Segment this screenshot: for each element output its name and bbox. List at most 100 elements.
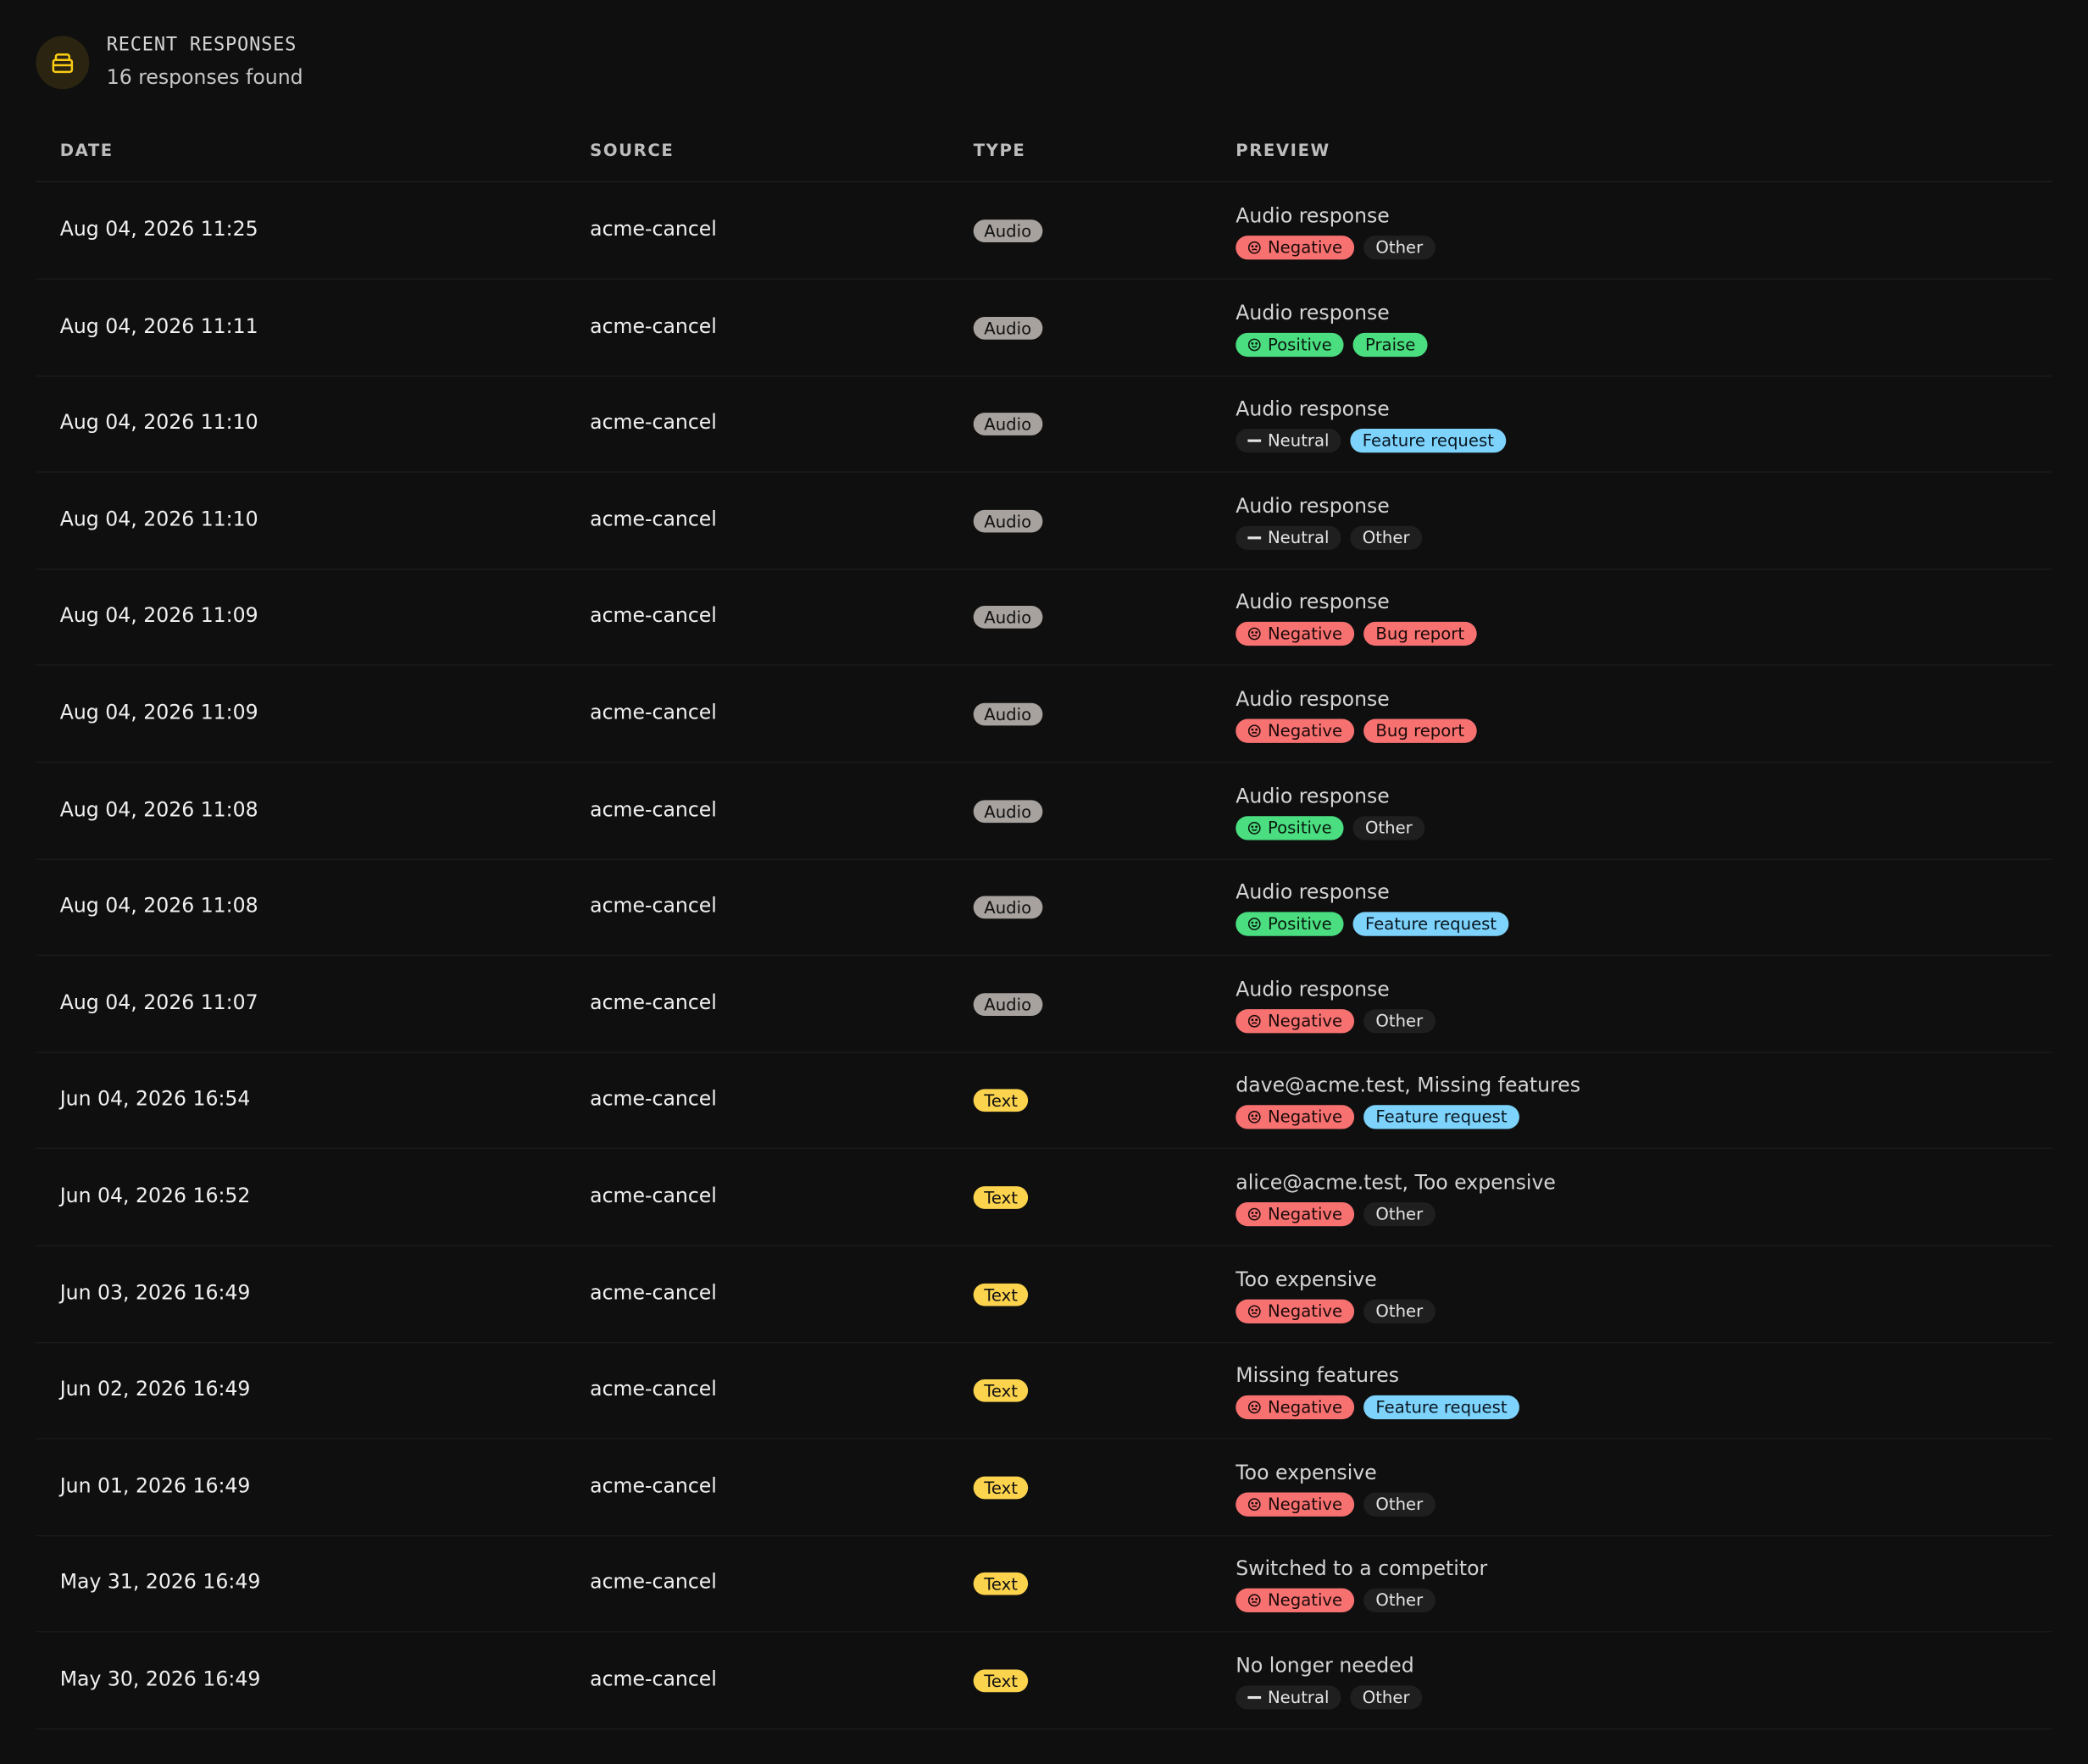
date-cell: Jun 03, 2026 16:49 [59,1280,251,1305]
preview-text: Audio response [1236,686,1390,712]
source-cell: acme-cancel [590,1570,717,1595]
date-cell: Aug 04, 2026 11:11 [59,313,258,338]
tag-list: Positive Other [1236,815,1424,840]
table-row: Aug 04, 2026 11:25 acme-cancel Audio Audio … [36,182,2052,280]
sentiment-badge: Negative [1236,1589,1355,1613]
preview-text: Audio response [1236,879,1390,905]
sentiment-icon [1247,1497,1261,1512]
sentiment-icon [1247,918,1261,931]
tag-list: Neutral Other [1236,525,1422,550]
sentiment-badge: Neutral [1236,1685,1341,1710]
date-cell: Jun 04, 2026 16:52 [59,1183,251,1208]
source-cell: acme-cancel [590,1667,717,1691]
type-badge: Text [973,1186,1029,1209]
sentiment-badge: Negative [1236,1201,1355,1227]
category-badge: Other [1363,1008,1436,1034]
type-badge: Audio [973,896,1042,919]
table-row: Aug 04, 2026 11:07 acme-cancel Audio Audio … [36,956,2052,1053]
source-cell: acme-cancel [590,217,717,241]
table-row: Aug 04, 2026 11:09 acme-cancel Audio Audio … [36,569,2052,667]
category-badge: Other [1363,1201,1436,1227]
category-badge: Feature request [1363,1395,1519,1420]
source-cell: acme-cancel [590,507,717,531]
table-row: May 31, 2026 16:49 acme-cancel Text Switche… [36,1535,2052,1634]
sentiment-badge: Positive [1236,815,1344,840]
source-cell: acme-cancel [590,1473,717,1498]
tag-list: Negative Feature request [1236,1105,1519,1130]
category-badge: Feature request [1350,429,1507,453]
type-badge: Audio [973,219,1042,242]
preview-text: Switched to a competitor [1236,1556,1488,1581]
sentiment-label: Negative [1267,1589,1343,1611]
date-cell: Jun 01, 2026 16:49 [59,1473,251,1498]
sentiment-label: Positive [1267,913,1332,934]
tag-list: Positive Feature request [1236,912,1509,936]
source-cell: acme-cancel [590,1183,717,1208]
sentiment-badge: Negative [1236,1395,1355,1420]
category-badge: Other [1363,1589,1436,1613]
sentiment-badge: Negative [1236,718,1355,743]
table-row: Jun 04, 2026 16:54 acme-cancel Text dave@ac… [36,1052,2052,1150]
date-cell: May 30, 2026 16:49 [59,1667,261,1691]
type-badge: Text [973,1283,1029,1306]
source-cell: acme-cancel [590,700,717,724]
tag-list: Negative Other [1236,1492,1436,1517]
type-badge: Text [973,1090,1029,1112]
category-badge: Bug report [1363,718,1477,743]
preview-text: Missing features [1236,1363,1400,1388]
type-badge: Audio [973,606,1042,630]
sentiment-label: Negative [1267,1493,1343,1514]
tag-list: Negative Bug report [1236,718,1477,743]
sentiment-icon [1247,337,1261,351]
preview-text: Audio response [1236,977,1390,1001]
sentiment-icon [1247,1111,1261,1124]
sentiment-icon [1247,1401,1261,1414]
preview-text: Audio response [1236,590,1390,615]
tag-list: Neutral Other [1236,1685,1422,1710]
table-row: Jun 04, 2026 16:52 acme-cancel Text alice@a… [36,1149,2052,1246]
sentiment-badge: Positive [1236,912,1344,936]
date-cell: May 31, 2026 16:49 [59,1570,261,1595]
table-row: Aug 04, 2026 11:11 acme-cancel Audio Audio … [36,279,2052,377]
type-badge: Audio [973,799,1042,823]
sentiment-badge: Positive [1236,332,1344,357]
type-badge: Text [973,1573,1029,1596]
sentiment-badge: Negative [1236,1492,1355,1517]
category-badge: Other [1352,815,1424,840]
category-badge: Feature request [1352,912,1509,936]
sentiment-label: Positive [1267,333,1332,354]
table-row: Aug 04, 2026 11:10 acme-cancel Audio Audio … [36,375,2052,474]
sentiment-label: Negative [1267,1396,1343,1417]
preview-text: Audio response [1236,397,1390,421]
preview-text: dave@acme.test, Missing features [1236,1073,1581,1098]
table-row: Aug 04, 2026 11:08 acme-cancel Audio Audio … [36,859,2052,957]
sentiment-icon [1247,241,1261,254]
date-cell: Jun 02, 2026 16:49 [59,1377,251,1401]
date-cell: Aug 04, 2026 11:07 [59,990,258,1015]
source-cell: acme-cancel [590,1280,717,1305]
header-subtitle: 16 responses found [106,64,303,90]
type-badge: Audio [973,702,1042,726]
category-badge: Bug report [1363,622,1477,646]
sentiment-icon [1247,1696,1262,1699]
sentiment-label: Negative [1267,236,1343,258]
sentiment-badge: Negative [1236,1299,1355,1323]
table-row: Jun 02, 2026 16:49 acme-cancel Text Missing… [36,1342,2052,1439]
preview-text: Audio response [1236,300,1390,325]
date-cell: Aug 04, 2026 11:09 [59,700,258,724]
source-cell: acme-cancel [590,1377,717,1401]
category-badge: Other [1363,236,1436,260]
sentiment-badge: Neutral [1236,525,1341,550]
preview-text: alice@acme.test, Too expensive [1236,1170,1556,1195]
type-badge: Text [973,1669,1029,1693]
sentiment-badge: Negative [1236,236,1355,260]
sentiment-label: Negative [1267,720,1343,741]
table-row: Aug 04, 2026 11:10 acme-cancel Audio Audio … [36,473,2052,570]
tag-list: Negative Other [1236,1008,1436,1034]
sentiment-icon [1247,724,1261,738]
sentiment-icon [1247,1595,1261,1608]
sentiment-label: Negative [1267,1203,1343,1224]
date-cell: Jun 04, 2026 16:54 [59,1086,251,1112]
sentiment-badge: Negative [1236,1105,1355,1130]
